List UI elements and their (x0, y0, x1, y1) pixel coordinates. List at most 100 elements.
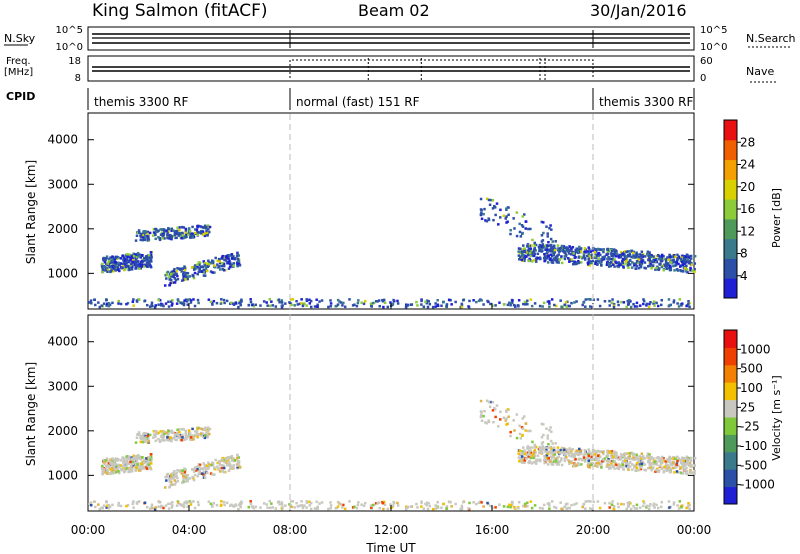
velocity-echo (106, 472, 109, 475)
power-echo (545, 225, 548, 228)
power-echo (631, 251, 635, 255)
velocity-echo (192, 436, 195, 439)
power-echo (222, 262, 226, 266)
velocity-echo (584, 500, 588, 503)
velocity-echo (656, 456, 660, 459)
velocity-echo (627, 468, 630, 471)
power-echo (543, 259, 546, 263)
power-echo (171, 281, 175, 284)
velocity-echo (482, 505, 485, 508)
power-echo (109, 265, 112, 269)
velocity-echo (623, 452, 627, 455)
power-echo (546, 244, 550, 248)
velocity-echo (594, 458, 598, 461)
velocity-echo (636, 455, 639, 458)
power-echo (138, 267, 141, 270)
velocity-echo (545, 427, 548, 430)
velocity-echo (290, 505, 293, 509)
power-echo (634, 256, 637, 259)
velocity-echo (531, 440, 534, 444)
velocity-echo (630, 457, 633, 461)
power-echo (528, 251, 532, 255)
velocity-echo (676, 455, 679, 459)
power-echo (546, 300, 550, 303)
velocity-echo (479, 399, 483, 403)
power-echo (687, 300, 690, 303)
power-echo (187, 227, 191, 230)
power-echo (115, 262, 118, 266)
power-echo (196, 265, 199, 269)
power-echo (445, 303, 449, 306)
power-echo (543, 252, 546, 256)
power-echo (629, 305, 633, 309)
power-echo (632, 254, 635, 257)
power-echo (598, 304, 602, 308)
velocity-echo (107, 462, 110, 465)
velocity-echo (143, 501, 147, 504)
velocity-echo (192, 478, 196, 482)
colorbar-tick-label: -500 (740, 458, 767, 472)
power-echo (616, 300, 620, 303)
power-echo (158, 299, 162, 302)
power-echo (101, 270, 104, 274)
power-echo (137, 229, 141, 232)
colorbar-swatch (724, 218, 737, 240)
power-echo (527, 259, 531, 262)
power-echo (522, 250, 525, 253)
velocity-echo (525, 453, 528, 456)
velocity-echo (389, 503, 392, 506)
power-echo (680, 304, 683, 307)
velocity-echo (533, 449, 537, 452)
velocity-echo (550, 456, 554, 460)
power-echo (538, 304, 542, 308)
velocity-echo (131, 460, 135, 464)
velocity-echo (134, 461, 137, 465)
velocity-echo (602, 459, 606, 463)
power-echo (520, 253, 524, 256)
power-echo (316, 303, 319, 307)
velocity-echo (305, 500, 308, 503)
velocity-echo (563, 457, 566, 460)
power-echo (599, 261, 602, 264)
velocity-echo (105, 504, 109, 507)
power-echo (176, 229, 179, 233)
power-echo (382, 305, 385, 309)
power-echo (495, 202, 499, 205)
power-echo (627, 253, 630, 257)
velocity-echo (415, 502, 418, 506)
velocity-echo (554, 506, 558, 510)
velocity-echo (194, 469, 198, 472)
power-echo (316, 305, 319, 308)
velocity-echo (166, 438, 169, 442)
velocity-echo (560, 446, 564, 450)
power-echo (608, 299, 611, 303)
velocity-echo (526, 504, 529, 508)
velocity-echo (105, 506, 108, 509)
velocity-echo (520, 426, 524, 429)
power-echo (562, 245, 566, 248)
velocity-echo (545, 448, 548, 452)
velocity-echo (117, 465, 121, 469)
power-echo (154, 304, 157, 307)
power-echo (218, 268, 222, 271)
velocity-echo (89, 501, 93, 504)
power-echo (170, 304, 174, 307)
power-echo (207, 228, 210, 231)
power-echo (689, 268, 693, 271)
velocity-echo (203, 466, 207, 470)
power-echo (660, 259, 664, 262)
velocity-echo (542, 447, 545, 451)
power-echo (108, 303, 112, 307)
velocity-echo (602, 452, 605, 456)
velocity-echo (227, 459, 231, 462)
velocity-echo (130, 470, 134, 473)
velocity-echo (101, 464, 104, 468)
power-echo (529, 254, 533, 258)
velocity-echo (142, 461, 145, 465)
power-echo (150, 301, 154, 305)
power-echo (549, 253, 553, 256)
velocity-echo (525, 457, 528, 460)
velocity-echo (214, 467, 217, 471)
power-echo (577, 250, 581, 253)
velocity-echo (618, 465, 621, 469)
